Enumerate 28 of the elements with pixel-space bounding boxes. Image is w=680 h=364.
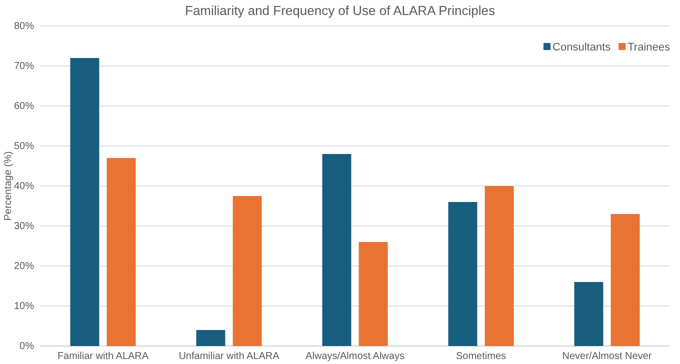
y-tick-label: 50% bbox=[14, 141, 34, 152]
y-tick-label: 0% bbox=[20, 341, 34, 352]
legend-label: Consultants bbox=[552, 42, 612, 54]
y-tick-label: 70% bbox=[14, 61, 34, 72]
bar bbox=[232, 196, 262, 346]
bar bbox=[106, 158, 136, 346]
y-axis-title: Percentage (%) bbox=[3, 151, 14, 221]
bar bbox=[484, 186, 514, 346]
legend-label: Trainees bbox=[628, 42, 670, 54]
bar bbox=[322, 154, 352, 346]
bar bbox=[448, 202, 478, 346]
y-tick-label: 40% bbox=[14, 181, 34, 192]
x-tick-label: Unfamiliar with ALARA bbox=[178, 351, 280, 362]
bar bbox=[358, 242, 388, 346]
y-tick-label: 20% bbox=[14, 261, 34, 272]
x-tick-label: Sometimes bbox=[456, 351, 506, 362]
bar bbox=[574, 282, 604, 346]
x-tick-label: Never/Almost Never bbox=[562, 351, 652, 362]
bar bbox=[70, 58, 100, 346]
y-tick-label: 80% bbox=[14, 21, 34, 32]
x-tick-label: Always/Almost Always bbox=[306, 351, 404, 362]
x-tick-label: Familiar with ALARA bbox=[57, 351, 149, 362]
y-tick-label: 60% bbox=[14, 101, 34, 112]
bar bbox=[196, 330, 226, 346]
bar bbox=[610, 214, 640, 346]
chart-title: Familiarity and Frequency of Use of ALARA Principles bbox=[185, 3, 496, 18]
y-tick-label: 10% bbox=[14, 301, 34, 312]
y-tick-label: 30% bbox=[14, 221, 34, 232]
